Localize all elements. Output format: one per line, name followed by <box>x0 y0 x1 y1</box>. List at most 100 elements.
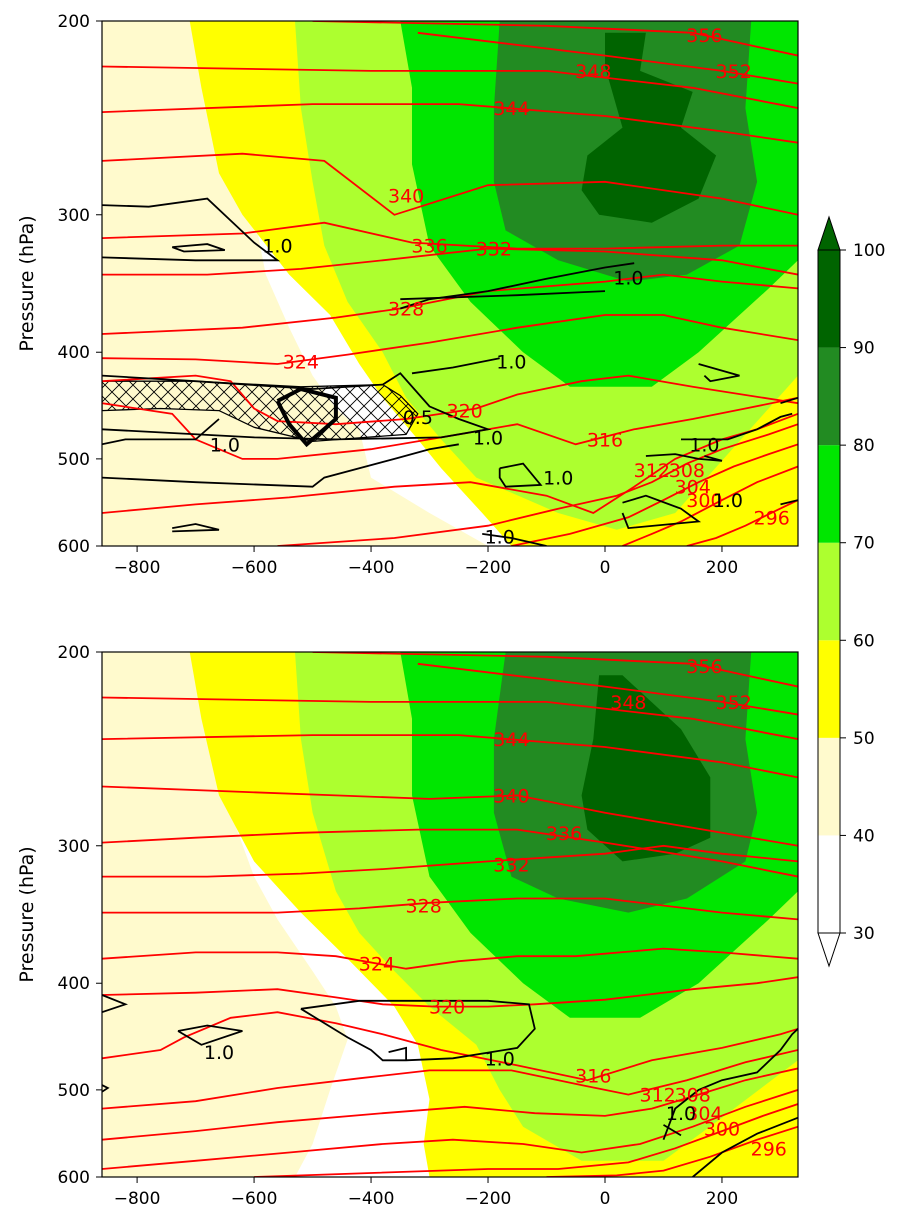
x-tick-label: −800 <box>114 558 161 578</box>
x-tick-label: 0 <box>600 558 611 578</box>
theta-contour-300 <box>254 1103 798 1177</box>
thick-contour <box>275 386 338 448</box>
theta-contour-308 <box>102 1067 798 1141</box>
x-tick-label: 200 <box>706 558 738 578</box>
black-contour <box>171 243 226 253</box>
black-contour <box>621 494 702 530</box>
y-tick-label: 500 <box>58 450 90 470</box>
theta-label-316: 316 <box>587 429 623 451</box>
black-contour <box>102 372 492 441</box>
x-tick-label: −800 <box>114 1189 161 1209</box>
black-contour <box>388 1046 408 1061</box>
black-contour <box>411 357 500 375</box>
contour-label: 1.0 <box>496 352 526 374</box>
contour-label: 1.0 <box>666 1103 696 1125</box>
theta-label-344: 344 <box>493 729 529 751</box>
black-contour <box>400 262 635 310</box>
theta-label-300: 300 <box>704 1118 740 1140</box>
contour-label: 1.0 <box>204 1042 234 1064</box>
black-contour <box>498 462 543 488</box>
colorbar-band-40 <box>818 737 840 836</box>
colorbar-frame <box>817 249 841 934</box>
theta-contour-320 <box>102 976 798 1008</box>
theta-contour-328 <box>102 897 798 921</box>
theta-contour-356 <box>312 21 798 57</box>
plot-area: 3563523483443403363323283243203163123083… <box>102 652 798 1177</box>
filled-band-40 <box>102 21 488 546</box>
theta-contour-296 <box>686 499 798 546</box>
theta-label-324: 324 <box>359 954 395 976</box>
x-tick-label: −400 <box>348 558 395 578</box>
theta-label-328: 328 <box>388 298 424 320</box>
theta-contour-324 <box>102 947 798 970</box>
black-contour <box>102 994 129 1014</box>
black-contour <box>681 412 793 441</box>
theta-label-340: 340 <box>493 785 529 807</box>
x-tick-label: −600 <box>231 558 278 578</box>
theta-contour-320 <box>102 374 798 426</box>
theta-label-324: 324 <box>283 352 319 374</box>
theta-contour-336 <box>102 221 798 250</box>
theta-contour-356 <box>312 652 798 688</box>
contour-label: 1.0 <box>689 434 719 456</box>
theta-contour-344 <box>102 103 798 144</box>
y-tick-label: 600 <box>58 537 90 557</box>
y-tick-label: 600 <box>58 1168 90 1188</box>
contour-label: 1.0 <box>485 526 515 548</box>
y-tick-label: 300 <box>58 837 90 857</box>
colorbar-tick-label: 60 <box>853 631 875 651</box>
contour-label: 1.0 <box>210 434 240 456</box>
contour-label: 1.0 <box>262 236 292 258</box>
theta-label-348: 348 <box>610 692 646 714</box>
theta-contour-332 <box>102 247 798 276</box>
black-contour <box>780 499 798 506</box>
colorbar-band-30 <box>818 835 840 933</box>
theta-contour-352 <box>417 662 798 716</box>
theta-contour-348 <box>102 696 798 740</box>
filled-band-40 <box>102 652 348 1177</box>
contour-label: 1.0 <box>713 490 743 512</box>
y-tick-label: 500 <box>58 1081 90 1101</box>
theta-label-312: 312 <box>639 1085 675 1107</box>
black-contour <box>645 453 723 462</box>
y-tick-label: 300 <box>58 206 90 226</box>
theta-contour-344 <box>102 734 798 779</box>
theta-label-336: 336 <box>546 823 582 845</box>
theta-contour-304 <box>102 1089 798 1170</box>
axes-frame <box>101 20 799 547</box>
theta-label-320: 320 <box>446 401 482 423</box>
theta-label-344: 344 <box>493 98 529 120</box>
y-axis-label: Pressure (hPa) <box>16 215 38 351</box>
black-contour <box>102 1084 110 1093</box>
y-axis-label: Pressure (hPa) <box>16 846 38 982</box>
colorbar-tick-label: 50 <box>853 729 875 749</box>
colorbar-tick-label: 40 <box>853 826 875 846</box>
theta-contour-332 <box>102 844 798 878</box>
theta-label-356: 356 <box>686 25 722 47</box>
black-contour <box>102 443 459 488</box>
bottom-panel: 3563523483443403363323283243203163123083… <box>16 643 799 1209</box>
theta-contour-324 <box>102 314 798 365</box>
y-tick-label: 200 <box>58 643 90 663</box>
black-contour <box>663 1124 682 1137</box>
theta-label-296: 296 <box>751 1138 787 1160</box>
y-tick-label: 400 <box>58 343 90 363</box>
theta-contour-336 <box>102 828 798 878</box>
contour-label: 0.5 <box>403 407 433 429</box>
theta-label-328: 328 <box>406 896 442 918</box>
y-tick-label: 200 <box>58 12 90 32</box>
x-tick-label: −200 <box>465 558 512 578</box>
x-tick-label: −200 <box>465 1189 512 1209</box>
black-contour <box>780 396 798 405</box>
theta-contour-352 <box>417 31 798 85</box>
theta-label-352: 352 <box>716 61 752 83</box>
theta-label-316: 316 <box>575 1065 611 1087</box>
theta-contour-316 <box>102 1011 798 1082</box>
theta-label-332: 332 <box>476 239 512 261</box>
theta-contour-296 <box>546 1125 798 1177</box>
black-contour <box>662 1028 798 1141</box>
theta-label-356: 356 <box>686 656 722 678</box>
black-contour <box>172 523 220 533</box>
colorbar-tick-label: 30 <box>853 924 875 944</box>
